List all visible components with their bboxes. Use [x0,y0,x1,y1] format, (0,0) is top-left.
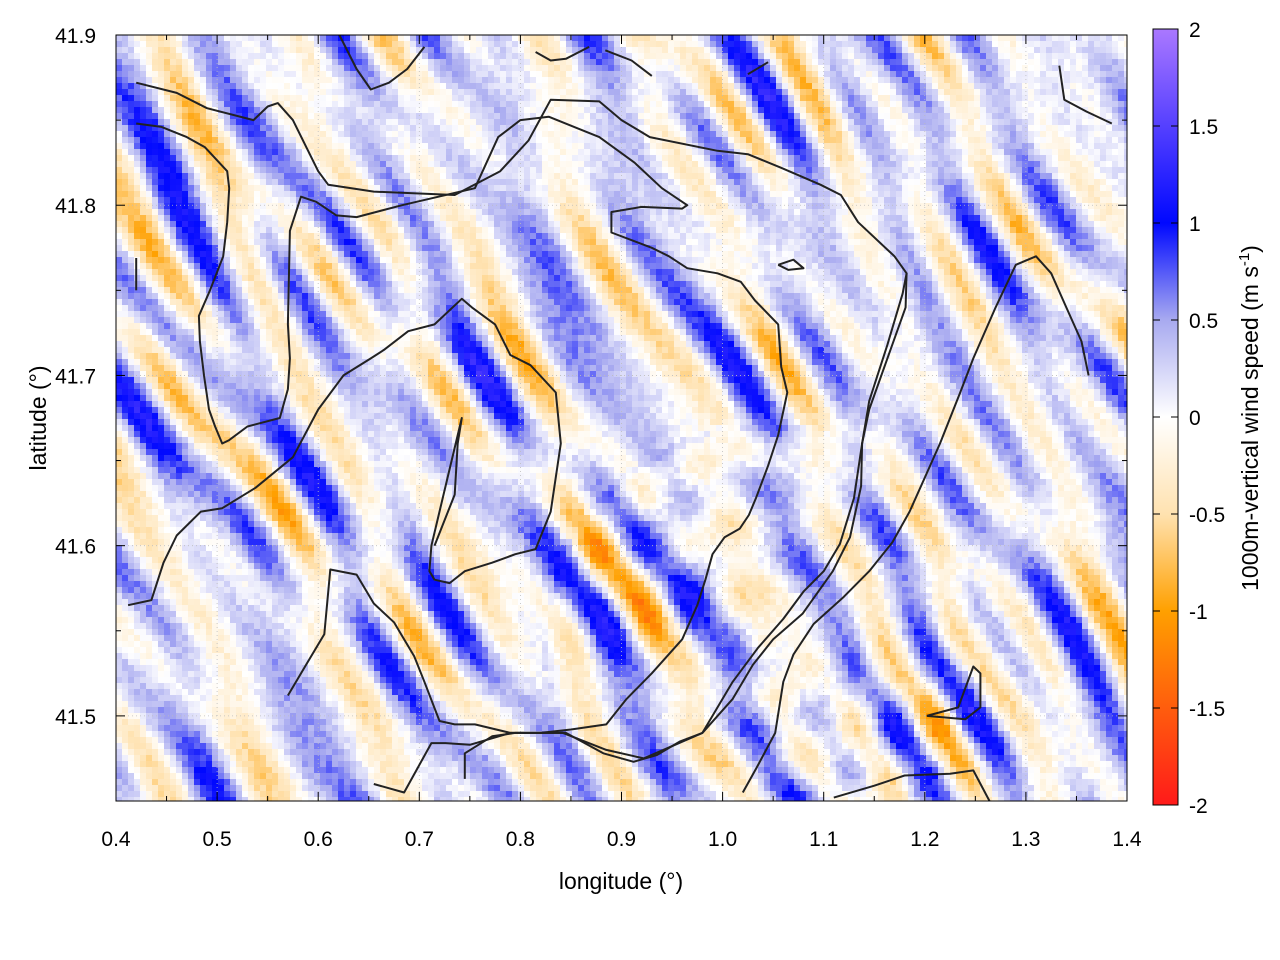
y-tick-labels: 41.5 41.6 41.7 41.8 41.9 [55,25,96,729]
x-tick-label: 0.5 [202,828,231,851]
x-tick-label: 1.1 [809,828,838,851]
colorbar-title-end: ) [1237,245,1263,253]
colorbar-tick-label: -1 [1189,601,1208,624]
colorbar-title: 1000m-vertical wind speed (m s-1) [1236,245,1263,591]
x-tick-label: 0.8 [506,828,535,851]
colorbar-tick-label: 0 [1189,407,1201,430]
y-tick-label: 41.5 [55,706,96,729]
colorbar-tick-label: 1.5 [1189,116,1218,139]
colorbar-tick-label: -0.5 [1189,504,1225,527]
colorbar-tick-label: -2 [1189,795,1208,818]
colorbar-tick-label: 2 [1189,19,1201,42]
x-tick-label: 0.6 [304,828,333,851]
x-tick-label: 1.2 [910,828,939,851]
colorbar-tick-labels: 2 1.5 1 0.5 0 -0.5 -1 -1.5 -2 [1189,19,1225,818]
x-tick-label: 0.4 [101,828,131,851]
x-tick-labels: 0.4 0.5 0.6 0.7 0.8 0.9 1.0 1.1 1.2 1.3 1.4 [101,828,1142,851]
y-tick-label: 41.6 [55,536,96,559]
vertical-wind-field [116,35,1131,804]
colorbar-tick-label: 0.5 [1189,310,1218,333]
colorbar-title-sup: -1 [1236,253,1253,266]
y-axis-title: latitude (°) [25,365,51,470]
y-tick-label: 41.9 [55,25,96,48]
y-tick-label: 41.8 [55,195,96,218]
x-tick-label: 1.3 [1011,828,1040,851]
x-tick-label: 0.7 [405,828,434,851]
x-tick-label: 1.0 [708,828,737,851]
colorbar-title-main: 1000m-vertical wind speed (m s [1237,266,1263,591]
x-tick-label: 1.4 [1112,828,1142,851]
x-axis-title: longitude (°) [559,868,683,894]
x-tick-label: 0.9 [607,828,636,851]
colorbar-tick-label: -1.5 [1189,698,1225,721]
y-tick-label: 41.7 [55,365,96,388]
colorbar-tick-label: 1 [1189,213,1201,236]
